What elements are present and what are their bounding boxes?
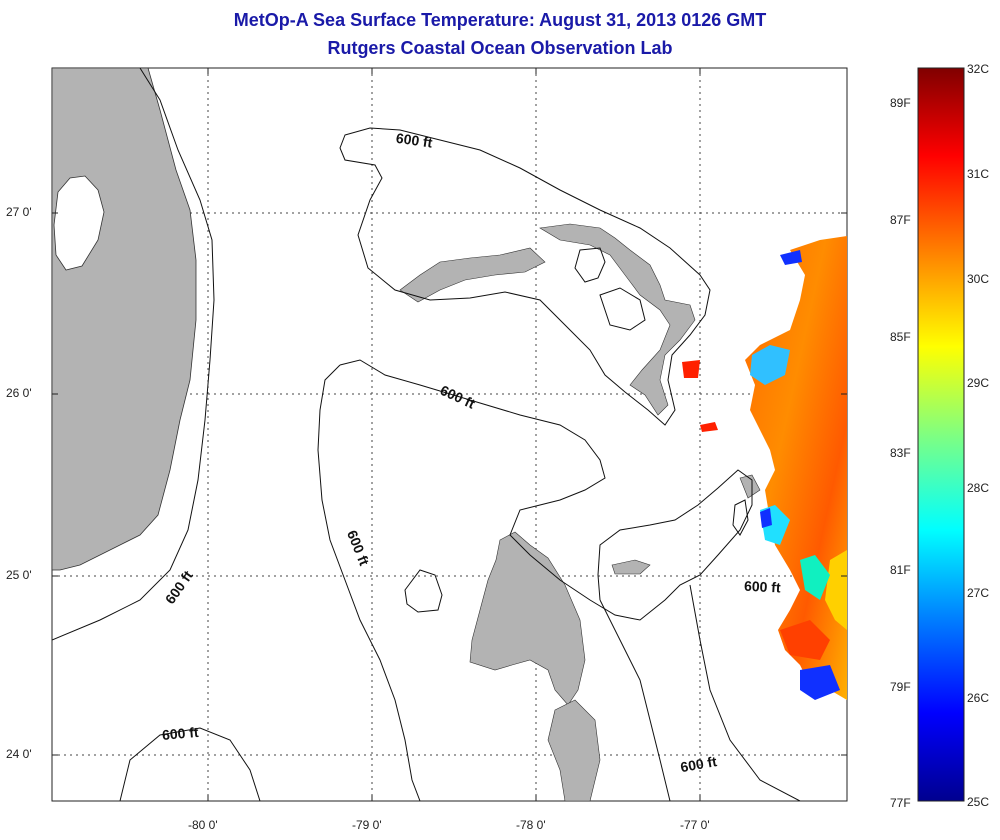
- colorbar-fahrenheit-label: 83F: [890, 446, 911, 460]
- map-title: MetOp-A Sea Surface Temperature: August …: [233, 10, 767, 30]
- lon-label: -78 0': [516, 818, 546, 832]
- contour-label: 600 ft: [161, 724, 199, 743]
- lon-label: -77 0': [680, 818, 710, 832]
- bathymetry-contours: [52, 68, 801, 801]
- colorbar-celsius-label: 29C: [967, 376, 990, 390]
- colorbar-celsius-label: 30C: [967, 272, 990, 286]
- lake-okeechobee: [53, 175, 105, 271]
- small-cay: [611, 559, 651, 575]
- colorbar-celsius-label: 32C: [967, 62, 990, 76]
- contour-label: 600 ft: [744, 578, 782, 596]
- lat-label: 27 0': [6, 205, 32, 219]
- colorbar-fahrenheit-label: 89F: [890, 96, 911, 110]
- lon-label: -79 0': [352, 818, 382, 832]
- grand-bahama-island: [399, 247, 546, 303]
- colorbar-fahrenheit-label: 77F: [890, 796, 911, 810]
- colorbar-celsius-label: 26C: [967, 691, 990, 705]
- lat-label: 26 0': [6, 386, 32, 400]
- contour-label: 600 ft: [395, 130, 434, 151]
- colorbar-celsius-label: 31C: [967, 167, 990, 181]
- colorbar-celsius-label: 25C: [967, 795, 990, 809]
- contour-label: 600 ft: [679, 753, 718, 775]
- lat-label: 25 0': [6, 568, 32, 582]
- plot-frame: [51, 67, 848, 802]
- andros-south: [547, 699, 601, 801]
- abaco-islands: [539, 223, 696, 416]
- map-subtitle: Rutgers Coastal Ocean Observation Lab: [327, 38, 673, 58]
- colorbar-celsius-label: 28C: [967, 481, 990, 495]
- colorbar-celsius-label: 27C: [967, 586, 990, 600]
- sst-data-overlay: [682, 236, 847, 700]
- lat-label: 24 0': [6, 747, 32, 761]
- axis-ticks: [52, 68, 847, 801]
- colorbar-fahrenheit-label: 87F: [890, 213, 911, 227]
- colorbar: [917, 67, 965, 802]
- andros-island: [469, 531, 586, 706]
- colorbar-fahrenheit-label: 85F: [890, 330, 911, 344]
- colorbar-fahrenheit-label: 81F: [890, 563, 911, 577]
- small-cay: [739, 474, 761, 499]
- lon-label: -80 0': [188, 818, 218, 832]
- colorbar-fahrenheit-label: 79F: [890, 680, 911, 694]
